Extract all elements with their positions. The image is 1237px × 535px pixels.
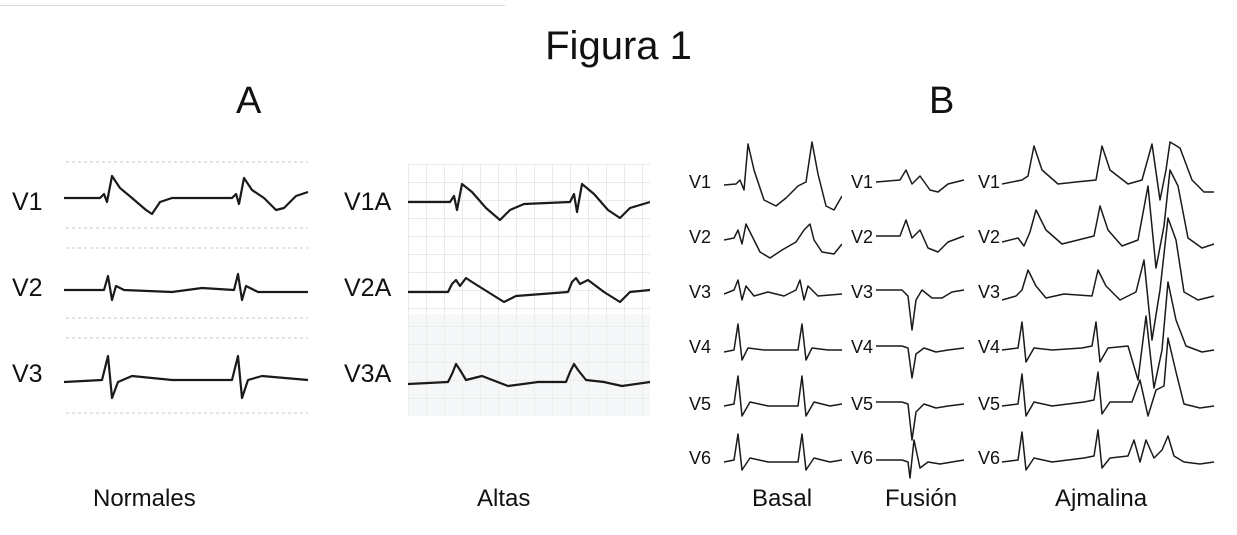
lead-label-v2: V2 [12, 274, 43, 302]
ecg-basal: V1 V2 V3 V4 V5 V6 [682, 140, 847, 480]
ecg-fusion-tracing [876, 169, 965, 479]
lead-label-ajmalina-v5: V5 [978, 394, 1001, 414]
lead-label-basal-v2: V2 [689, 227, 712, 247]
lead-label-basal-v3: V3 [689, 282, 712, 302]
figure-title: Figura 1 [545, 24, 692, 68]
lead-label-fusion-v6: V6 [851, 448, 874, 468]
caption-altas: Altas [477, 485, 531, 512]
caption-normales: Normales [93, 485, 196, 512]
lead-label-ajmalina-v3: V3 [978, 282, 1001, 302]
lead-label-basal-v6: V6 [689, 448, 712, 468]
lead-label-fusion-v4: V4 [851, 337, 874, 357]
ecg-fusion: V1 V2 V3 V4 V5 V6 [846, 140, 971, 480]
lead-label-v1a: V1A [344, 188, 392, 216]
ecg-altas: V1A V2A V3A [338, 150, 658, 420]
lead-label-ajmalina-v6: V6 [978, 448, 1001, 468]
ecg-normales-tracing [63, 161, 309, 414]
ecg-ajmalina: V1 V2 V3 V4 V5 V6 [972, 140, 1222, 480]
lead-label-v3: V3 [12, 360, 43, 388]
lead-label-ajmalina-v2: V2 [978, 227, 1001, 247]
lead-label-ajmalina-v1: V1 [978, 172, 1001, 192]
lead-label-v2a: V2A [344, 274, 392, 302]
ecg-ajmalina-tracing [1002, 141, 1215, 471]
ecg-altas-tracing [408, 164, 650, 416]
lead-label-basal-v4: V4 [689, 337, 712, 357]
caption-basal: Basal [752, 485, 813, 512]
lead-label-fusion-v1: V1 [851, 172, 874, 192]
lead-label-basal-v5: V5 [689, 394, 712, 414]
lead-label-v3a: V3A [344, 360, 392, 388]
lead-label-fusion-v2: V2 [851, 227, 874, 247]
caption-ajmalina: Ajmalina [1055, 485, 1148, 512]
lead-label-ajmalina-v4: V4 [978, 337, 1001, 357]
panel-a-label: A [236, 80, 262, 122]
ecg-basal-tracing [724, 141, 842, 471]
ecg-normales: V1 V2 V3 [0, 150, 320, 420]
caption-fusion: Fusión [885, 485, 958, 512]
lead-label-v1: V1 [12, 188, 43, 216]
lead-label-fusion-v5: V5 [851, 394, 874, 414]
panel-b-label: B [929, 80, 955, 122]
lead-label-fusion-v3: V3 [851, 282, 874, 302]
lead-label-basal-v1: V1 [689, 172, 712, 192]
top-divider [0, 5, 505, 6]
